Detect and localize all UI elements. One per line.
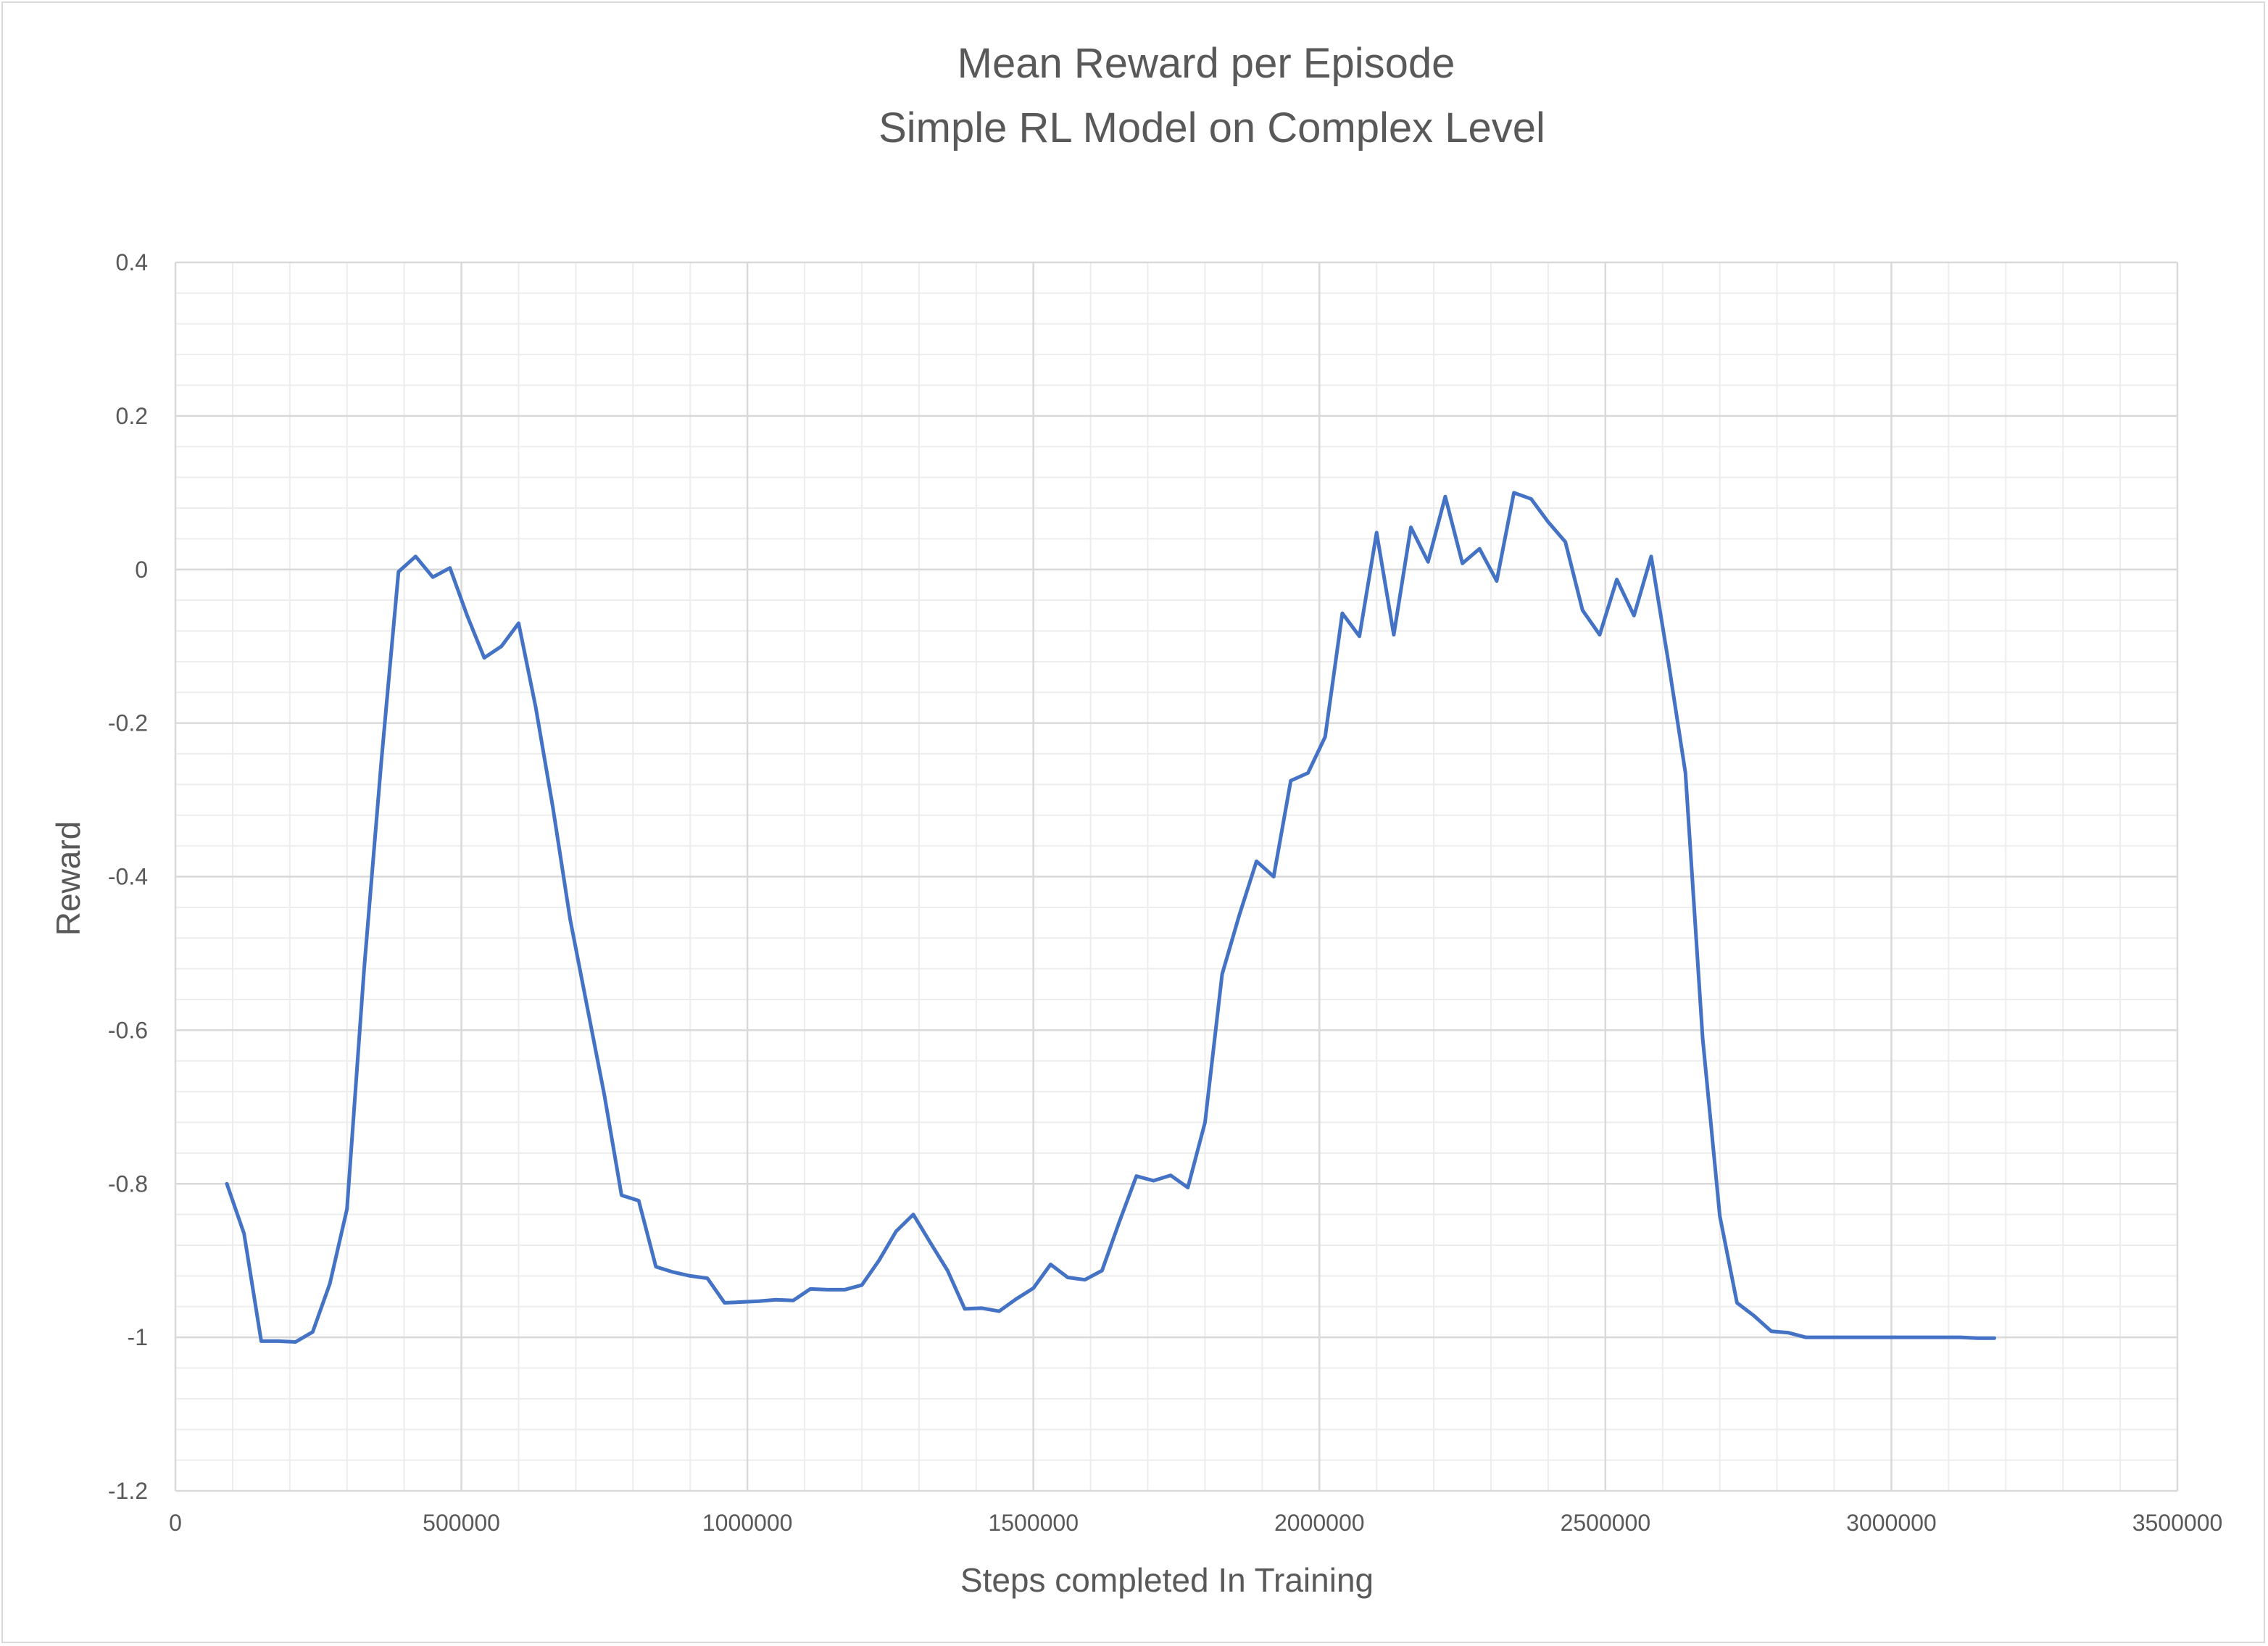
x-tick-label: 3000000	[1846, 1510, 1937, 1536]
y-axis-ticks: -1.2 -1 -0.8 -0.6 -0.4 -0.2 0 0.2 0.4	[108, 249, 148, 1504]
x-tick-label: 1000000	[702, 1510, 793, 1536]
chart-title: Mean Reward per Episode	[958, 40, 1455, 87]
y-tick-label: -1.2	[108, 1478, 148, 1504]
y-tick-label: -0.4	[108, 864, 148, 890]
y-tick-label: -1	[128, 1324, 148, 1350]
x-axis-ticks: 0 500000 1000000 1500000 2000000 2500000 30000…	[169, 1510, 2222, 1536]
y-tick-label: 0.2	[116, 403, 148, 429]
x-tick-label: 500000	[423, 1510, 500, 1536]
y-axis-label: Reward	[49, 821, 87, 936]
x-tick-label: 2000000	[1274, 1510, 1365, 1536]
y-tick-label: 0.4	[116, 249, 148, 275]
x-tick-label: 1500000	[988, 1510, 1079, 1536]
x-tick-label: 2500000	[1561, 1510, 1651, 1536]
x-tick-label: 0	[169, 1510, 182, 1536]
chart-subtitle: Simple RL Model on Complex Level	[878, 104, 1545, 151]
y-tick-label: -0.6	[108, 1017, 148, 1043]
series-line	[225, 491, 1996, 1344]
y-tick-label: 0	[135, 557, 148, 583]
x-axis-label: Steps completed In Training	[960, 1561, 1374, 1599]
y-tick-label: -0.8	[108, 1171, 148, 1197]
plot-series	[225, 491, 1996, 1344]
x-tick-label: 3500000	[2132, 1510, 2223, 1536]
y-tick-label: -0.2	[108, 710, 148, 736]
